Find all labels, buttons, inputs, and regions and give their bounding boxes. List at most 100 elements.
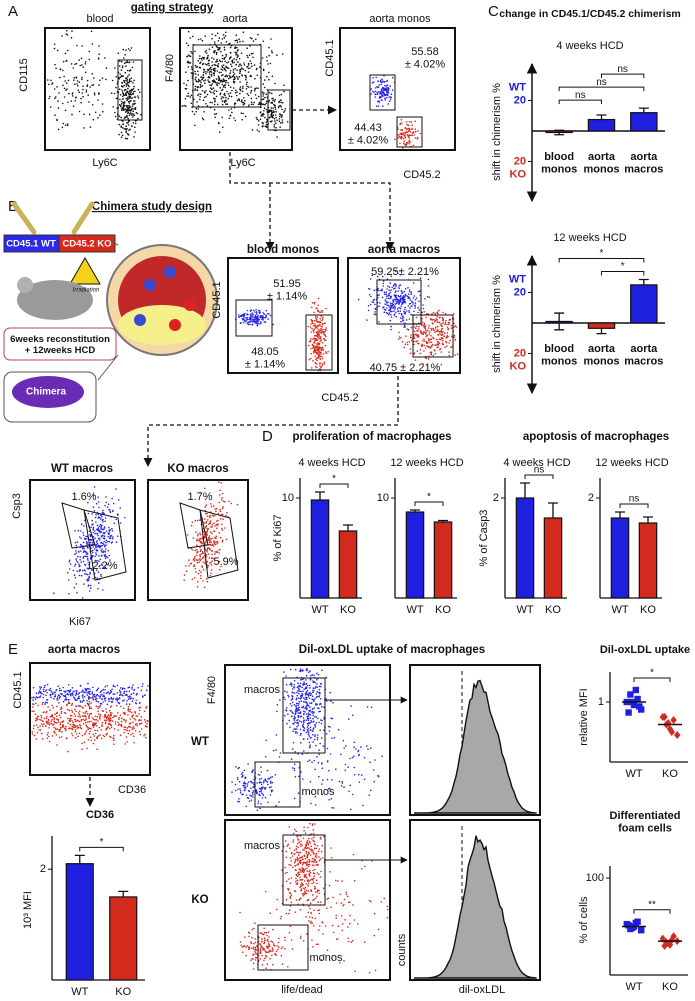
event-dot (125, 105, 128, 107)
event-dot (120, 69, 123, 71)
event-dot (186, 95, 188, 97)
event-dot (410, 339, 413, 342)
event-dot (220, 42, 222, 44)
event-dot (130, 734, 132, 736)
event-dot (387, 94, 389, 96)
event-dot (387, 301, 389, 304)
event-dot (317, 734, 319, 736)
event-dot (112, 697, 115, 700)
event-dot (126, 694, 128, 696)
event-dot (215, 510, 217, 513)
event-dot (421, 344, 424, 346)
event-dot (135, 699, 138, 702)
event-dot (79, 64, 81, 67)
event-dot (393, 314, 396, 317)
event-dot (294, 712, 297, 715)
event-dot (212, 80, 215, 83)
event-dot (197, 533, 199, 535)
event-dot (132, 110, 134, 112)
event-dot (52, 724, 54, 726)
event-dot (55, 67, 57, 70)
event-dot (300, 856, 302, 859)
event-dot (326, 733, 328, 735)
event-dot (219, 87, 221, 89)
event-dot (337, 880, 339, 882)
event-dot (302, 690, 304, 693)
event-dot (213, 69, 215, 71)
event-dot (404, 308, 406, 311)
event-dot (424, 332, 427, 335)
event-dot (313, 301, 316, 304)
event-dot (303, 875, 306, 878)
event-dot (402, 133, 404, 136)
event-dot (66, 29, 68, 32)
event-dot (319, 697, 322, 700)
event-dot (404, 293, 407, 296)
event-dot (221, 69, 224, 71)
event-dot (225, 514, 227, 517)
event-dot (448, 342, 451, 344)
event-dot (427, 278, 430, 281)
event-dot (79, 536, 81, 538)
event-dot (121, 89, 123, 91)
event-dot (316, 690, 319, 693)
event-dot (321, 332, 323, 334)
event-dot (248, 317, 251, 319)
event-dot (82, 532, 84, 534)
event-dot (322, 353, 325, 355)
event-dot (133, 85, 135, 88)
event-dot (428, 339, 430, 342)
event-dot (232, 78, 235, 81)
event-dot (243, 62, 245, 64)
event-dot (262, 103, 264, 105)
event-dot (236, 503, 239, 506)
event-dot (62, 122, 65, 125)
event-dot (81, 707, 84, 709)
event-dot (95, 546, 97, 549)
event-dot (56, 722, 58, 724)
event-dot (286, 722, 288, 725)
event-dot (335, 879, 337, 882)
event-dot (253, 90, 256, 92)
event-dot (217, 32, 219, 35)
gate-label: 59.25± 2.21% (371, 266, 439, 278)
event-dot (409, 131, 412, 133)
event-dot (213, 92, 216, 95)
event-dot (188, 559, 190, 561)
event-dot (80, 57, 83, 60)
event-dot (96, 737, 98, 740)
event-dot (99, 529, 101, 531)
event-dot (89, 690, 91, 693)
event-dot (128, 79, 131, 82)
event-dot (432, 354, 435, 357)
event-dot (104, 566, 107, 569)
event-dot (80, 574, 83, 577)
event-dot (381, 275, 384, 278)
event-dot (404, 302, 407, 304)
event-dot (135, 111, 138, 114)
event-dot (89, 688, 91, 690)
event-dot (204, 518, 206, 520)
event-dot (244, 312, 246, 315)
event-dot (317, 707, 319, 709)
event-dot (38, 690, 41, 692)
event-dot (108, 508, 110, 511)
event-dot (367, 304, 370, 307)
event-dot (312, 734, 314, 736)
event-dot (88, 530, 91, 532)
event-dot (224, 92, 226, 95)
event-dot (355, 748, 357, 750)
event-dot (299, 869, 302, 871)
event-dot (56, 705, 58, 708)
event-dot (76, 80, 79, 82)
event-dot (44, 703, 46, 705)
event-dot (120, 136, 123, 138)
event-dot (314, 855, 317, 858)
event-dot (115, 75, 118, 78)
event-dot (88, 563, 90, 566)
event-dot (304, 707, 306, 709)
event-dot (114, 111, 116, 114)
event-dot (67, 701, 70, 703)
event-dot (273, 111, 276, 113)
event-dot (236, 778, 239, 781)
